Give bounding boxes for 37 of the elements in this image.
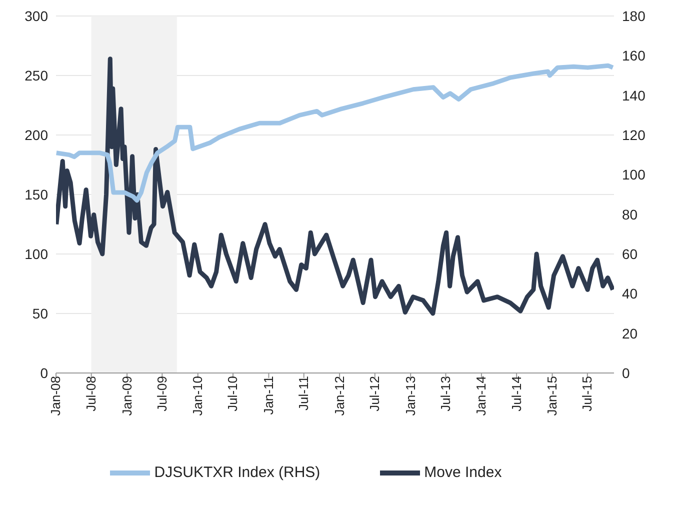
x-tick-label: Jan-12	[332, 376, 347, 416]
y-tick-label: 250	[24, 67, 48, 84]
legend-label: DJSUKTXR Index (RHS)	[154, 464, 320, 481]
x-tick-label: Jul-08	[84, 376, 99, 412]
y-tick-label: 100	[24, 246, 48, 262]
y-tick-label: 300	[24, 8, 48, 24]
legend-label: Move Index	[424, 464, 502, 481]
y2-tick-label: 180	[622, 8, 646, 24]
x-tick-label: Jul-15	[580, 376, 595, 412]
y2-tick-label: 20	[622, 325, 638, 342]
x-tick-label: Jul-13	[438, 376, 453, 412]
line-series	[56, 56, 614, 316]
y-tick-label: 150	[24, 186, 48, 202]
y2-tick-label: 0	[622, 364, 630, 381]
x-tick-label: Jan-09	[119, 376, 134, 416]
y2-tick-label: 40	[622, 286, 638, 302]
y-tick-label: 50	[32, 305, 48, 322]
x-tick-label: Jan-10	[190, 376, 206, 416]
line-series	[56, 63, 614, 203]
y2-tick-label: 80	[622, 206, 638, 222]
y-tick-label: 200	[24, 126, 48, 143]
y2-tick-label: 160	[622, 48, 646, 64]
y2-tick-label: 100	[622, 166, 646, 183]
x-tick-label: Jan-15	[544, 376, 560, 416]
x-tick-label: Jul-12	[367, 376, 382, 412]
y-tick-label: 0	[40, 364, 48, 381]
x-tick-label: Jul-09	[154, 376, 170, 412]
x-tick-label: Jul-14	[508, 376, 524, 412]
y2-tick-label: 140	[622, 87, 646, 104]
x-tick-label: Jul-10	[225, 376, 240, 412]
x-tick-label: Jul-11	[296, 376, 312, 410]
x-tick-label: Jan-11	[260, 376, 276, 415]
y2-tick-label: 120	[622, 126, 646, 143]
x-tick-label: Jan-13	[402, 376, 418, 416]
x-tick-label: Jan-14	[474, 376, 489, 416]
x-tick-label: Jan-08	[48, 376, 64, 416]
y2-tick-label: 60	[622, 246, 638, 262]
